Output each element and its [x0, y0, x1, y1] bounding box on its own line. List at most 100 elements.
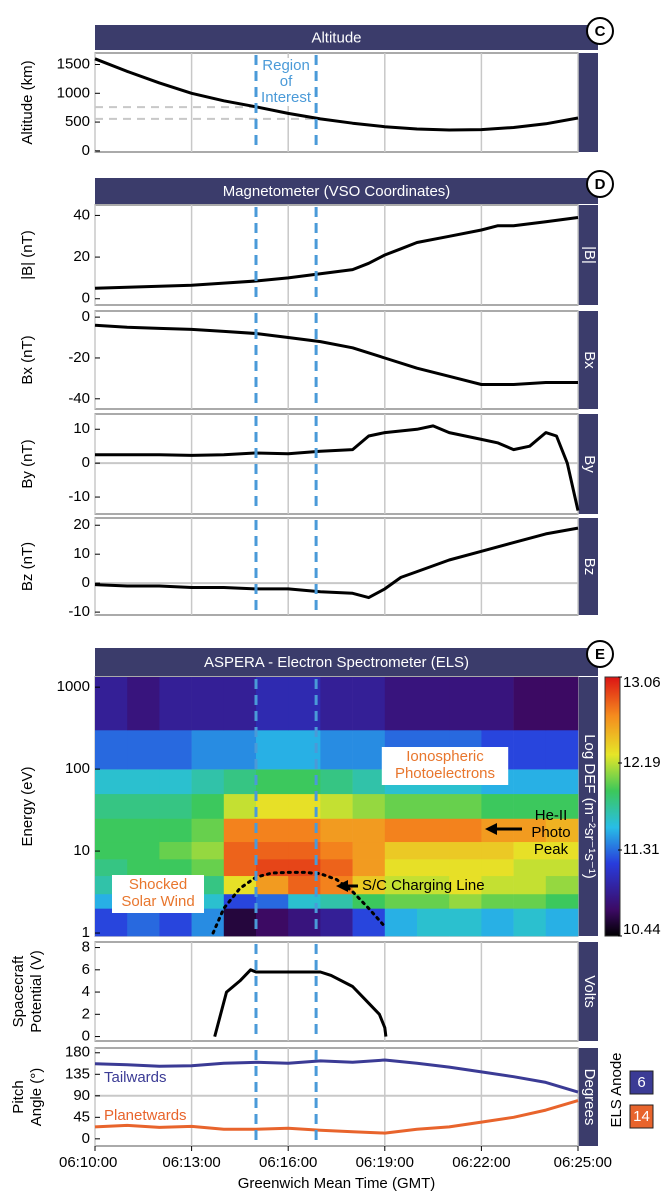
spectrogram-cell — [191, 908, 225, 937]
annotation: Shocked — [129, 876, 187, 893]
plot-area — [94, 52, 579, 153]
y-tick-label: 10 — [73, 420, 90, 437]
spectrogram-cell — [449, 875, 482, 895]
legend-title: ELS Anode — [608, 1052, 625, 1127]
y-axis-label: Bz (nT) — [19, 542, 36, 591]
y-tick-label: 6 — [82, 961, 90, 978]
spectrogram-cell — [352, 908, 386, 937]
spectrogram-cell — [320, 908, 353, 937]
spectrogram-cell — [449, 908, 482, 937]
spectrogram-cell — [320, 677, 353, 731]
y-axis-label: Energy (eV) — [19, 766, 36, 846]
y-tick-label: 0 — [82, 574, 90, 591]
spectrogram-cell — [513, 893, 547, 909]
spectrogram-cell — [320, 859, 353, 877]
spectrogram-cell — [417, 875, 450, 895]
spectrogram-cell — [127, 793, 160, 819]
data-line — [94, 323, 578, 386]
spectrogram-cell — [481, 859, 514, 877]
legend-swatch — [629, 1070, 654, 1095]
spectrogram-cell — [191, 818, 225, 843]
spectrogram-cell — [513, 859, 547, 877]
spectrogram-cell — [384, 908, 418, 937]
side-label: By — [581, 455, 598, 473]
spectrogram-cell — [513, 875, 547, 895]
annotation: Photo — [531, 824, 570, 841]
annotation: Photoelectrons — [395, 765, 495, 782]
spectrogram-cell — [352, 677, 386, 731]
y-axis-label: Bx (nT) — [19, 335, 36, 384]
spectrogram-cell — [417, 908, 450, 937]
spectrogram-cell — [159, 908, 192, 937]
y-tick-label: 45 — [73, 1108, 90, 1125]
spectrogram-cell — [223, 893, 257, 909]
spectrogram-cell — [223, 841, 257, 860]
colorbar-tick-label: 10.44 — [623, 921, 661, 938]
y-tick-label: 90 — [73, 1087, 90, 1104]
spectrogram-cell — [95, 859, 128, 877]
panel-letter-badge — [586, 640, 614, 668]
spectrogram-cell — [417, 859, 450, 877]
spectrogram-cell — [159, 677, 192, 731]
annotation: Solar Wind — [121, 893, 194, 910]
spectrogram-cell — [513, 677, 547, 731]
side-label: Volts — [581, 975, 598, 1008]
y-tick-label: 20 — [73, 516, 90, 533]
spectrogram-cell — [95, 841, 128, 860]
spectrogram-cell — [481, 893, 514, 909]
spectrogram-cell — [159, 818, 192, 843]
spectrogram-cell — [352, 769, 386, 795]
spectrogram-cell — [159, 769, 192, 795]
spectrogram-cell — [256, 730, 289, 770]
annotation: Peak — [534, 841, 569, 858]
y-tick-label: 20 — [73, 248, 90, 265]
spectrogram-cell — [159, 793, 192, 819]
spectrogram-cell — [384, 875, 418, 895]
annotation: Ionospheric — [406, 748, 484, 765]
roi-label: of — [280, 73, 293, 90]
y-tick-label: 0 — [82, 142, 90, 159]
x-tick-label: 06:10:00 — [59, 1154, 117, 1171]
side-strip — [578, 518, 598, 615]
spectrogram-cell — [513, 908, 547, 937]
plot-layer — [94, 205, 579, 305]
data-line — [94, 57, 579, 132]
side-strip — [578, 942, 598, 1041]
spectrogram-cell — [159, 859, 192, 877]
plot-layer — [94, 942, 579, 1041]
y-tick-label: 135 — [65, 1065, 90, 1082]
spectrogram-cell — [127, 818, 160, 843]
y-tick-label: 0 — [82, 1130, 90, 1147]
y-tick-label: 8 — [82, 939, 90, 956]
y-axis-label: Spacecraft — [10, 955, 27, 1028]
spectrogram-cell — [320, 730, 353, 770]
spectrogram-cell — [481, 793, 514, 819]
spectrogram-cell — [545, 793, 579, 819]
spectrogram-cell — [256, 793, 289, 819]
plot-layer — [94, 518, 579, 615]
x-tick-label: 06:25:00 — [554, 1154, 612, 1171]
panel-letter-badge — [586, 17, 614, 45]
spectrogram-cell — [127, 730, 160, 770]
y-tick-label: 1 — [82, 924, 90, 941]
x-tick-label: 06:13:00 — [162, 1154, 220, 1171]
x-tick-label: 06:22:00 — [452, 1154, 510, 1171]
y-tick-label: 180 — [65, 1044, 90, 1061]
panel-letter-badge — [586, 170, 614, 198]
legend-swatch — [629, 1104, 654, 1129]
spectrogram-cell — [223, 818, 257, 843]
y-tick-label: -40 — [68, 390, 90, 407]
spectrogram-cell — [127, 841, 160, 860]
data-line — [94, 1058, 579, 1094]
spectrogram-cell — [256, 769, 289, 795]
y-axis-label: Pitch — [10, 1080, 27, 1113]
plot-area — [94, 310, 579, 410]
panel-letter: D — [595, 176, 606, 193]
spectrogram-cell — [545, 875, 579, 895]
y-axis-label: By (nT) — [19, 439, 36, 488]
spectrogram-cell — [320, 793, 353, 819]
section-title: Altitude — [311, 29, 361, 46]
plot-area — [94, 517, 579, 616]
spectrogram-cell — [191, 841, 225, 860]
